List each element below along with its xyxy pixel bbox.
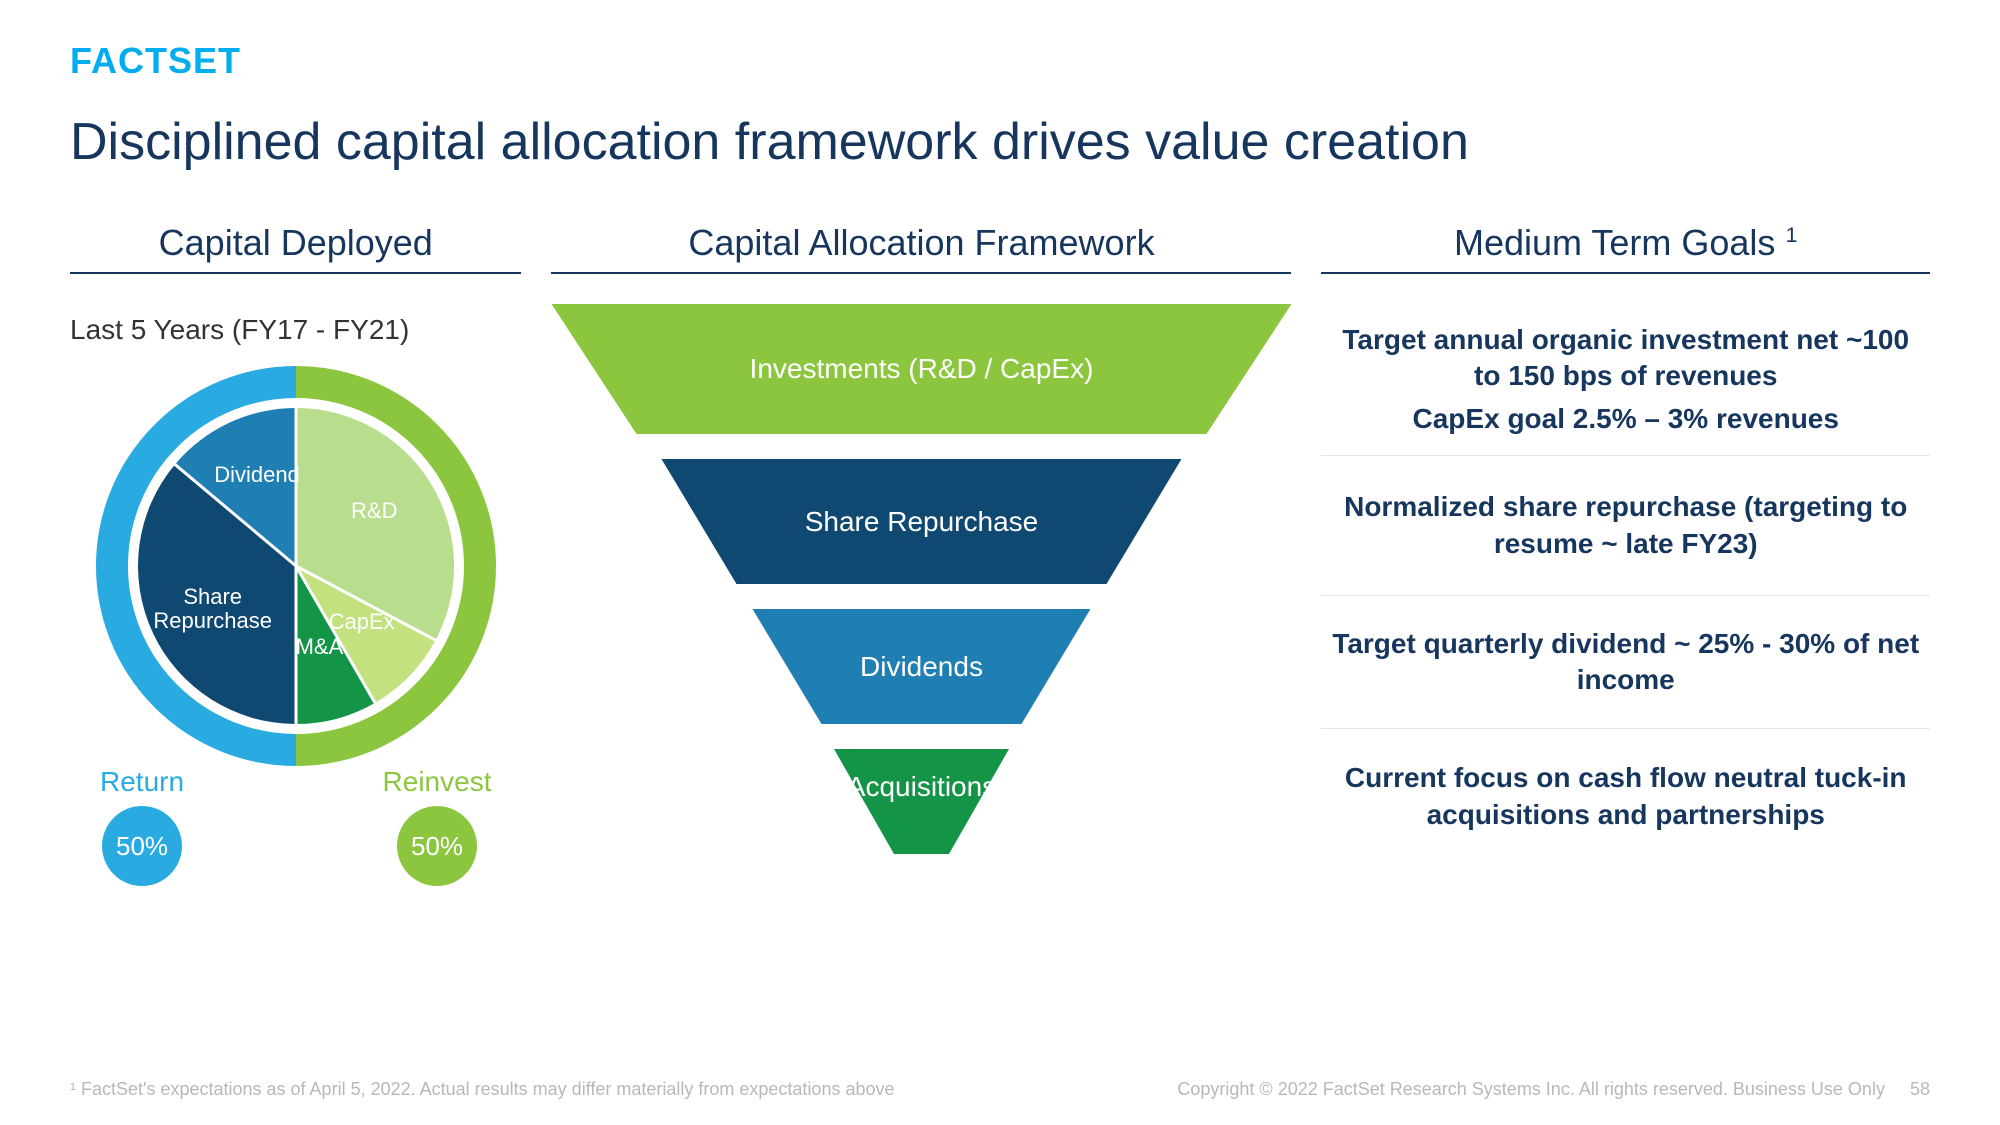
goal-line: Current focus on cash flow neutral tuck-… xyxy=(1329,760,1922,833)
goal-item: Normalized share repurchase (targeting t… xyxy=(1321,456,1930,596)
goals-list: Target annual organic investment net ~10… xyxy=(1321,304,1930,864)
col3-header-sup: 1 xyxy=(1785,222,1797,247)
col1-subtitle: Last 5 Years (FY17 - FY21) xyxy=(70,314,521,346)
col1-header: Capital Deployed xyxy=(70,222,521,274)
funnel-level-label: Dividends xyxy=(860,651,983,683)
column-capital-deployed: Capital Deployed Last 5 Years (FY17 - FY… xyxy=(70,222,521,924)
funnel-level: Share Repurchase xyxy=(661,459,1181,584)
goal-line: CapEx goal 2.5% – 3% revenues xyxy=(1329,401,1922,437)
col2-header: Capital Allocation Framework xyxy=(551,222,1291,274)
pie-slice-label: CapEx xyxy=(302,610,422,634)
funnel-chart: Investments (R&D / CapEx) Share Repurchas… xyxy=(551,304,1291,924)
goal-item: Target quarterly dividend ~ 25% - 30% of… xyxy=(1321,596,1930,729)
goal-line: Target annual organic investment net ~10… xyxy=(1329,322,1922,395)
pie-slice-label: Dividend xyxy=(197,463,317,487)
column-goals: Medium Term Goals 1 Target annual organi… xyxy=(1321,222,1930,924)
legend-return-pct: 50% xyxy=(102,806,182,886)
brand-logo: FACTSET xyxy=(70,40,1930,82)
funnel-level: Investments (R&D / CapEx) xyxy=(551,304,1291,434)
donut-chart: R&D CapExM&AShareRepurchase Dividend xyxy=(86,356,506,776)
pie-slice-label: M&A xyxy=(259,635,379,659)
goal-item: Current focus on cash flow neutral tuck-… xyxy=(1321,729,1930,864)
funnel-level-label: Investments (R&D / CapEx) xyxy=(750,353,1094,385)
column-framework: Capital Allocation Framework Investments… xyxy=(551,222,1291,924)
legend-return: Return 50% xyxy=(100,766,184,886)
funnel-level: Dividends xyxy=(752,609,1090,724)
funnel-level: Acquisitions xyxy=(834,749,1009,854)
goal-line: Target quarterly dividend ~ 25% - 30% of… xyxy=(1329,626,1922,699)
legend-reinvest-pct: 50% xyxy=(397,806,477,886)
page-title: Disciplined capital allocation framework… xyxy=(70,112,1930,172)
pie-slice-label: ShareRepurchase xyxy=(153,585,273,633)
funnel-level-label: Share Repurchase xyxy=(805,506,1038,538)
copyright: Copyright © 2022 FactSet Research System… xyxy=(1177,1079,1930,1100)
col3-header-text: Medium Term Goals xyxy=(1454,222,1775,263)
funnel-level-label: Acquisitions xyxy=(847,771,996,803)
donut-legend: Return 50% Reinvest 50% xyxy=(70,766,521,886)
col3-header: Medium Term Goals 1 xyxy=(1321,222,1930,274)
legend-reinvest: Reinvest 50% xyxy=(383,766,492,886)
footnote: ¹ FactSet's expectations as of April 5, … xyxy=(70,1079,895,1100)
goal-item: Target annual organic investment net ~10… xyxy=(1321,304,1930,456)
goal-line: Normalized share repurchase (targeting t… xyxy=(1329,489,1922,562)
footer: ¹ FactSet's expectations as of April 5, … xyxy=(70,1079,1930,1100)
columns-container: Capital Deployed Last 5 Years (FY17 - FY… xyxy=(70,222,1930,924)
page-number: 58 xyxy=(1910,1079,1930,1099)
pie-slice-label: R&D xyxy=(314,499,434,523)
